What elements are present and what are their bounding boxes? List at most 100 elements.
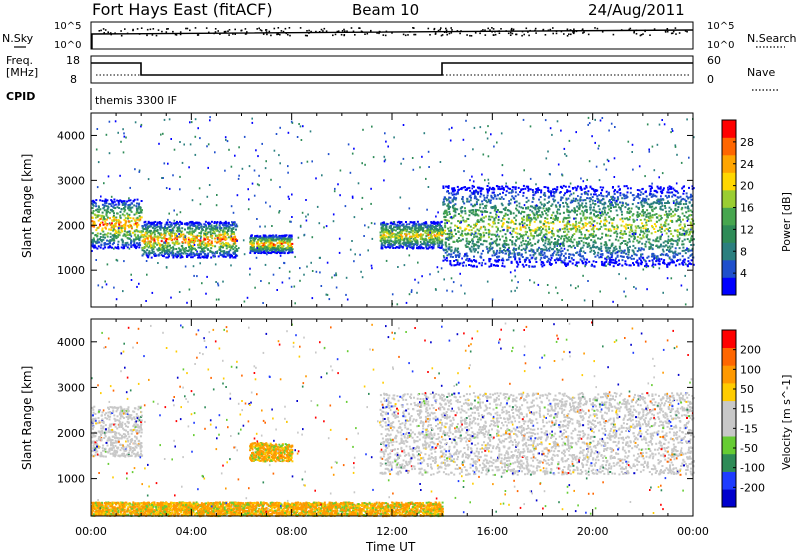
power-cell [529,232,532,235]
power-cell [225,222,228,225]
power-cell [101,227,104,230]
power-cell [142,240,145,243]
power-cell [434,225,437,227]
power-cell [173,226,176,229]
power-cell [621,213,623,216]
power-cell [435,238,438,241]
power-cell [173,238,176,241]
nsky-point [509,34,512,36]
power-cell [182,233,185,236]
power-cell [214,245,217,248]
power-cell [171,249,174,252]
nsky-point [563,33,565,35]
power-cell [136,230,138,233]
power-cell [521,210,524,213]
power-cell [270,239,273,241]
power-cell [154,254,157,257]
power-cell [473,250,476,253]
power-cell [171,253,174,256]
power-cell [137,234,140,237]
power-cell [101,239,104,242]
power-cell [600,242,603,245]
freq-frame [90,55,694,84]
power-cell [525,233,527,236]
power-cell [130,227,133,230]
power-cell [187,249,190,252]
power-cell [616,232,619,235]
power-cell [658,260,661,263]
power-cell [182,248,185,251]
power-cell [219,227,221,230]
power-cell [177,242,180,245]
power-cell [258,235,261,238]
power-cell [277,244,280,247]
power-cell [115,220,118,223]
power-cell [638,197,641,200]
power-cell [229,256,232,259]
power-cell [467,259,470,262]
power-cell [396,240,399,243]
power-cell [567,214,570,217]
power-cell [466,200,469,203]
power-cell [605,190,608,193]
power-cell [289,245,292,248]
power-cell [212,231,215,233]
power-cell [544,194,547,197]
power-cell [548,200,551,203]
power-cell [178,227,181,230]
power-cell [102,236,105,239]
power-cell [493,205,496,208]
freq-label: Freq. [6,54,33,67]
power-cell [608,256,611,259]
nsky-label: N.Sky [2,32,34,45]
power-cell [99,223,101,226]
power-cell [94,240,97,243]
power-cell [484,205,487,208]
power-cell [637,247,640,250]
power-cell [687,210,690,213]
power-cell [111,226,114,229]
power-cell [230,227,233,230]
power-cell [422,247,425,250]
power-cell [136,216,139,219]
power-cell [436,241,439,244]
power-cell [548,249,551,252]
power-cell [157,225,159,228]
power-cell [166,238,169,241]
power-cell [564,201,567,204]
power-cell [533,217,536,220]
power-cell [216,229,219,232]
power-cell [214,234,217,237]
power-cell [130,202,133,205]
power-cell [670,232,673,235]
power-cell [543,198,546,201]
power-cell [538,198,541,201]
power-cell [234,242,237,245]
power-cell [227,242,229,245]
power-cell [674,213,677,216]
power-cell [154,242,157,245]
power-cell [96,238,99,241]
power-cell [116,212,119,215]
power-cell [282,249,285,252]
power-cell [630,207,633,210]
power-cell [648,185,651,188]
power-cell [568,216,571,219]
power-cell [152,231,155,234]
cpid-text: themis 3300 IF [95,94,177,107]
power-cell [91,220,94,223]
power-cell [491,233,494,236]
power-cell [660,230,663,233]
power-cell [457,213,460,215]
power-cell [551,203,554,206]
power-cell [575,187,578,190]
power-cell [208,228,211,230]
nsky-point [308,29,310,32]
power-cell [206,256,209,259]
nsky-point [535,32,537,34]
power-cell [476,228,479,231]
power-cell [665,249,668,251]
power-cell [129,207,132,210]
power-cell [152,242,155,245]
power-cell [192,230,195,233]
